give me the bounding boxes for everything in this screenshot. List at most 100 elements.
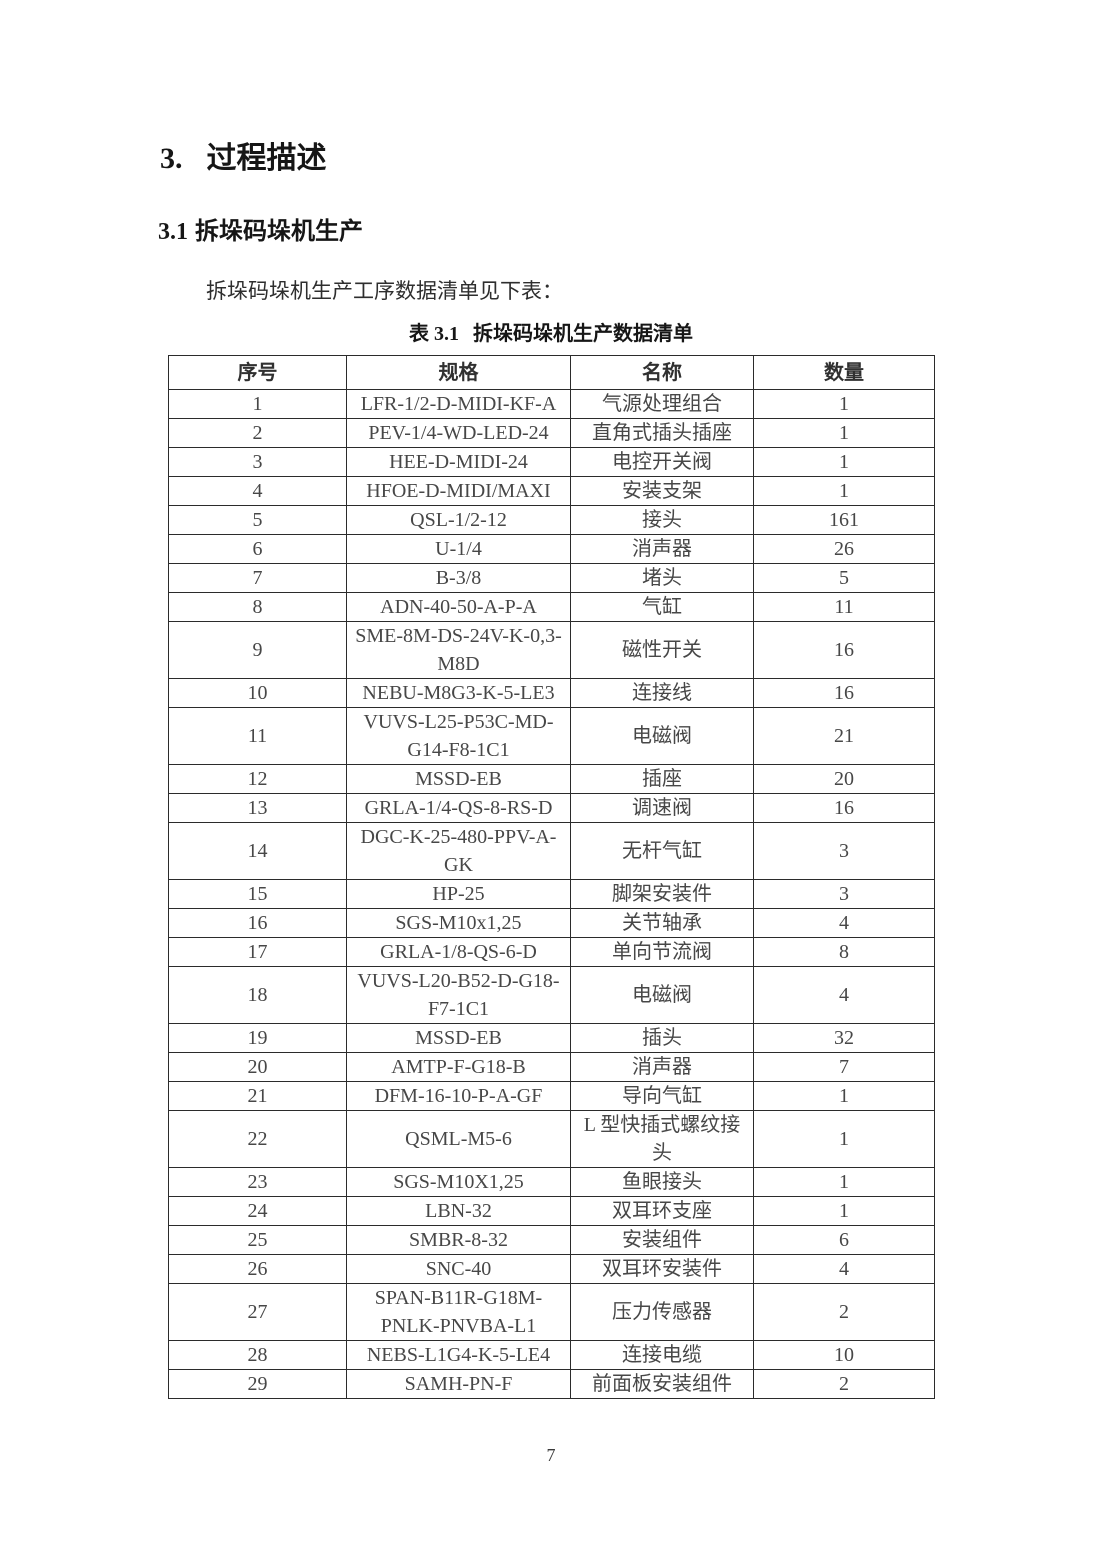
row-seq-cell: 18 (168, 966, 347, 1024)
row-seq-cell: 20 (168, 1052, 347, 1082)
table-row: 19 MSSD-EB 插头 32 (168, 1023, 935, 1053)
row-qty-cell: 161 (753, 505, 935, 535)
table-row: 24 LBN-32 双耳环支座 1 (168, 1196, 935, 1226)
row-qty-cell: 1 (753, 418, 935, 448)
row-qty-cell: 3 (753, 822, 935, 880)
section-title: 过程描述 (206, 142, 327, 175)
row-name-cell: 单向节流阀 (570, 937, 754, 967)
row-name-cell: 导向气缸 (570, 1081, 754, 1111)
row-spec-cell: HEE-D-MIDI-24 (346, 447, 571, 477)
row-name-cell: 无杆气缸 (570, 822, 754, 880)
row-seq-cell: 5 (168, 505, 347, 535)
row-name-cell: L 型快插式螺纹接头 (570, 1110, 754, 1168)
subsection-title: 拆垛码垛机生产 (195, 219, 363, 245)
column-header: 数量 (753, 355, 935, 390)
row-qty-cell: 1 (753, 389, 935, 419)
row-qty-cell: 1 (753, 1081, 935, 1111)
row-name-cell: 鱼眼接头 (570, 1167, 754, 1197)
intro-paragraph: 拆垛码垛机生产工序数据清单见下表： (206, 279, 563, 303)
table-row: 10 NEBU-M8G3-K-5-LE3 连接线 16 (168, 678, 935, 708)
table-row: 5 QSL-1/2-12 接头 161 (168, 505, 935, 535)
row-seq-cell: 12 (168, 764, 347, 794)
table-row: 20 AMTP-F-G18-B 消声器 7 (168, 1052, 935, 1082)
table-caption: 表 3.1 拆垛码垛机生产数据清单 (0, 321, 1102, 347)
row-qty-cell: 32 (753, 1023, 935, 1053)
table-row: 2 PEV-1/4-WD-LED-24 直角式插头插座 1 (168, 418, 935, 448)
row-qty-cell: 20 (753, 764, 935, 794)
row-name-cell: 磁性开关 (570, 621, 754, 679)
row-spec-cell: SME-8M-DS-24V-K-0,3-M8D (346, 621, 571, 679)
table-row: 27 SPAN-B11R-G18M-PNLK-PNVBA-L1 压力传感器 2 (168, 1283, 935, 1341)
row-spec-cell: PEV-1/4-WD-LED-24 (346, 418, 571, 448)
row-seq-cell: 4 (168, 476, 347, 506)
row-spec-cell: SMBR-8-32 (346, 1225, 571, 1255)
row-seq-cell: 13 (168, 793, 347, 823)
row-qty-cell: 16 (753, 793, 935, 823)
row-seq-cell: 7 (168, 563, 347, 593)
row-spec-cell: QSML-M5-6 (346, 1110, 571, 1168)
table-row: 29 SAMH-PN-F 前面板安装组件 2 (168, 1369, 935, 1399)
table-caption-title: 拆垛码垛机生产数据清单 (473, 323, 693, 345)
row-qty-cell: 1 (753, 1196, 935, 1226)
page-number: 7 (546, 1445, 556, 1465)
table-header-row: 序号 规格 名称 数量 (168, 355, 935, 390)
row-spec-cell: SAMH-PN-F (346, 1369, 571, 1399)
row-qty-cell: 4 (753, 966, 935, 1024)
row-seq-cell: 15 (168, 879, 347, 909)
row-qty-cell: 16 (753, 621, 935, 679)
row-seq-cell: 10 (168, 678, 347, 708)
row-seq-cell: 9 (168, 621, 347, 679)
row-spec-cell: SPAN-B11R-G18M-PNLK-PNVBA-L1 (346, 1283, 571, 1341)
row-name-cell: 脚架安装件 (570, 879, 754, 909)
table-row: 6 U-1/4 消声器 26 (168, 534, 935, 564)
row-spec-cell: MSSD-EB (346, 764, 571, 794)
row-seq-cell: 28 (168, 1340, 347, 1370)
row-name-cell: 前面板安装组件 (570, 1369, 754, 1399)
row-seq-cell: 19 (168, 1023, 347, 1053)
section-heading: 3. 过程描述 (160, 141, 1102, 177)
row-seq-cell: 23 (168, 1167, 347, 1197)
row-seq-cell: 29 (168, 1369, 347, 1399)
column-header: 序号 (168, 355, 347, 390)
row-spec-cell: NEBS-L1G4-K-5-LE4 (346, 1340, 571, 1370)
row-spec-cell: ADN-40-50-A-P-A (346, 592, 571, 622)
row-spec-cell: LBN-32 (346, 1196, 571, 1226)
row-qty-cell: 1 (753, 476, 935, 506)
row-seq-cell: 2 (168, 418, 347, 448)
row-qty-cell: 2 (753, 1369, 935, 1399)
row-seq-cell: 17 (168, 937, 347, 967)
table-row: 16 SGS-M10x1,25 关节轴承 4 (168, 908, 935, 938)
row-seq-cell: 21 (168, 1081, 347, 1111)
row-spec-cell: GRLA-1/8-QS-6-D (346, 937, 571, 967)
row-spec-cell: U-1/4 (346, 534, 571, 564)
row-seq-cell: 22 (168, 1110, 347, 1168)
row-qty-cell: 5 (753, 563, 935, 593)
table-body: 1 LFR-1/2-D-MIDI-KF-A 气源处理组合 1 2 PEV-1/4-WD-L… (168, 389, 935, 1399)
row-seq-cell: 8 (168, 592, 347, 622)
row-spec-cell: HP-25 (346, 879, 571, 909)
row-qty-cell: 26 (753, 534, 935, 564)
table-row: 17 GRLA-1/8-QS-6-D 单向节流阀 8 (168, 937, 935, 967)
row-name-cell: 插座 (570, 764, 754, 794)
table-row: 14 DGC-K-25-480-PPV-A-GK 无杆气缸 3 (168, 822, 935, 880)
row-seq-cell: 27 (168, 1283, 347, 1341)
row-seq-cell: 26 (168, 1254, 347, 1284)
row-spec-cell: VUVS-L20-B52-D-G18-F7-1C1 (346, 966, 571, 1024)
row-spec-cell: HFOE-D-MIDI/MAXI (346, 476, 571, 506)
row-spec-cell: VUVS-L25-P53C-MD-G14-F8-1C1 (346, 707, 571, 765)
row-qty-cell: 21 (753, 707, 935, 765)
row-name-cell: 双耳环支座 (570, 1196, 754, 1226)
document-page: 3. 过程描述 3.1 拆垛码垛机生产 拆垛码垛机生产工序数据清单见下表： 表 3.… (0, 141, 1102, 1465)
row-seq-cell: 16 (168, 908, 347, 938)
table-row: 28 NEBS-L1G4-K-5-LE4 连接电缆 10 (168, 1340, 935, 1370)
table-row: 21 DFM-16-10-P-A-GF 导向气缸 1 (168, 1081, 935, 1111)
row-seq-cell: 25 (168, 1225, 347, 1255)
table-row: 15 HP-25 脚架安装件 3 (168, 879, 935, 909)
row-name-cell: 关节轴承 (570, 908, 754, 938)
row-spec-cell: SNC-40 (346, 1254, 571, 1284)
table-row: 8 ADN-40-50-A-P-A 气缸 11 (168, 592, 935, 622)
row-seq-cell: 11 (168, 707, 347, 765)
row-seq-cell: 24 (168, 1196, 347, 1226)
column-header: 规格 (346, 355, 571, 390)
row-qty-cell: 4 (753, 1254, 935, 1284)
